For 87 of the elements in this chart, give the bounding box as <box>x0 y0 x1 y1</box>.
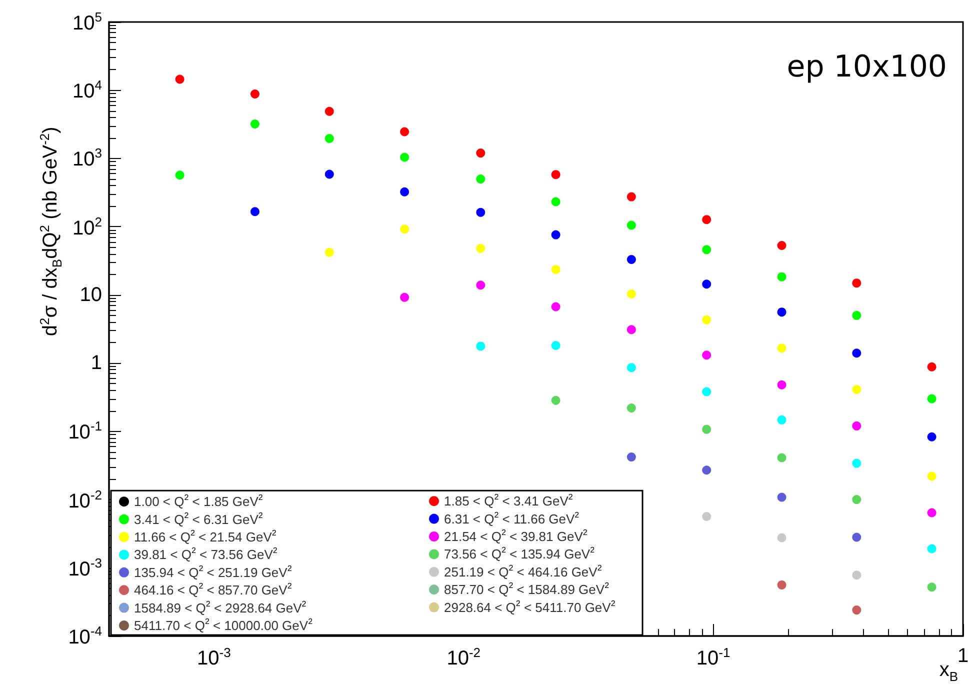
point <box>777 453 786 462</box>
point <box>927 544 936 554</box>
point <box>927 472 936 481</box>
point <box>476 342 486 351</box>
x-tick-label: 1 <box>957 645 969 667</box>
point <box>852 310 862 320</box>
point <box>324 134 334 144</box>
point <box>852 278 862 288</box>
point <box>476 148 486 158</box>
point <box>927 362 936 372</box>
point <box>551 341 560 350</box>
point <box>852 570 862 580</box>
point <box>324 106 334 116</box>
y-tick-label: 10$^{-2}$ <box>68 487 102 512</box>
point <box>250 119 260 128</box>
point <box>927 394 936 404</box>
point <box>777 240 786 250</box>
point <box>476 208 486 217</box>
y-tick-label: 10$^{3}$ <box>72 146 102 171</box>
point <box>626 325 636 334</box>
y-tick-label: 10$^{2}$ <box>72 214 102 239</box>
point <box>324 170 334 179</box>
point <box>400 224 410 234</box>
point <box>777 415 786 424</box>
point <box>400 292 410 302</box>
point <box>551 264 560 274</box>
y-tick-label: 10$^{-1}$ <box>68 419 102 444</box>
point <box>702 387 712 396</box>
point <box>852 532 862 542</box>
point <box>626 290 636 299</box>
point <box>702 350 712 360</box>
point <box>551 396 560 405</box>
y-tick-label: 10 <box>80 284 102 306</box>
point <box>626 255 636 264</box>
point <box>702 315 712 324</box>
point <box>551 230 560 240</box>
point <box>175 170 184 180</box>
point <box>702 424 712 434</box>
y-tick-label: 10$^{4}$ <box>72 78 102 103</box>
y-tick-label: 1 <box>90 352 102 374</box>
point <box>702 512 712 521</box>
point <box>324 248 334 257</box>
point <box>777 308 786 317</box>
point <box>476 244 486 253</box>
point <box>927 582 936 592</box>
point <box>175 74 184 84</box>
point <box>250 90 260 99</box>
x-tick-label: 10$^{-3}$ <box>197 645 231 670</box>
point <box>702 466 712 475</box>
point <box>400 152 410 162</box>
point <box>250 207 260 216</box>
annotation: ep 10x100 <box>786 50 948 84</box>
point <box>777 380 786 390</box>
point <box>400 127 410 136</box>
y-tick-label: 10$^{5}$ <box>72 10 102 34</box>
point <box>476 174 486 184</box>
point <box>927 432 936 442</box>
point <box>777 272 786 282</box>
point <box>852 458 862 468</box>
point <box>777 580 786 590</box>
point <box>702 215 712 224</box>
point <box>702 280 712 289</box>
point <box>852 495 862 504</box>
y-tick-label: 10$^{-4}$ <box>68 624 102 648</box>
point <box>852 348 862 358</box>
point <box>626 452 636 462</box>
point <box>702 245 712 254</box>
point <box>777 533 786 542</box>
point <box>626 363 636 372</box>
x-tick-label: 10$^{-2}$ <box>446 645 481 670</box>
point <box>852 421 862 430</box>
point <box>626 220 636 230</box>
point <box>551 197 560 206</box>
point <box>777 492 786 502</box>
point <box>852 385 862 394</box>
x-tick-label: 10$^{-1}$ <box>696 645 730 670</box>
point <box>551 170 560 180</box>
point <box>777 344 786 353</box>
point <box>626 403 636 412</box>
y-tick-label: 10$^{-3}$ <box>68 555 102 580</box>
point <box>626 192 636 202</box>
point <box>927 508 936 518</box>
point <box>852 606 862 615</box>
x-axis-title: x$_{B}$ <box>939 659 958 684</box>
point <box>400 187 410 196</box>
point <box>476 280 486 290</box>
point <box>551 302 560 312</box>
